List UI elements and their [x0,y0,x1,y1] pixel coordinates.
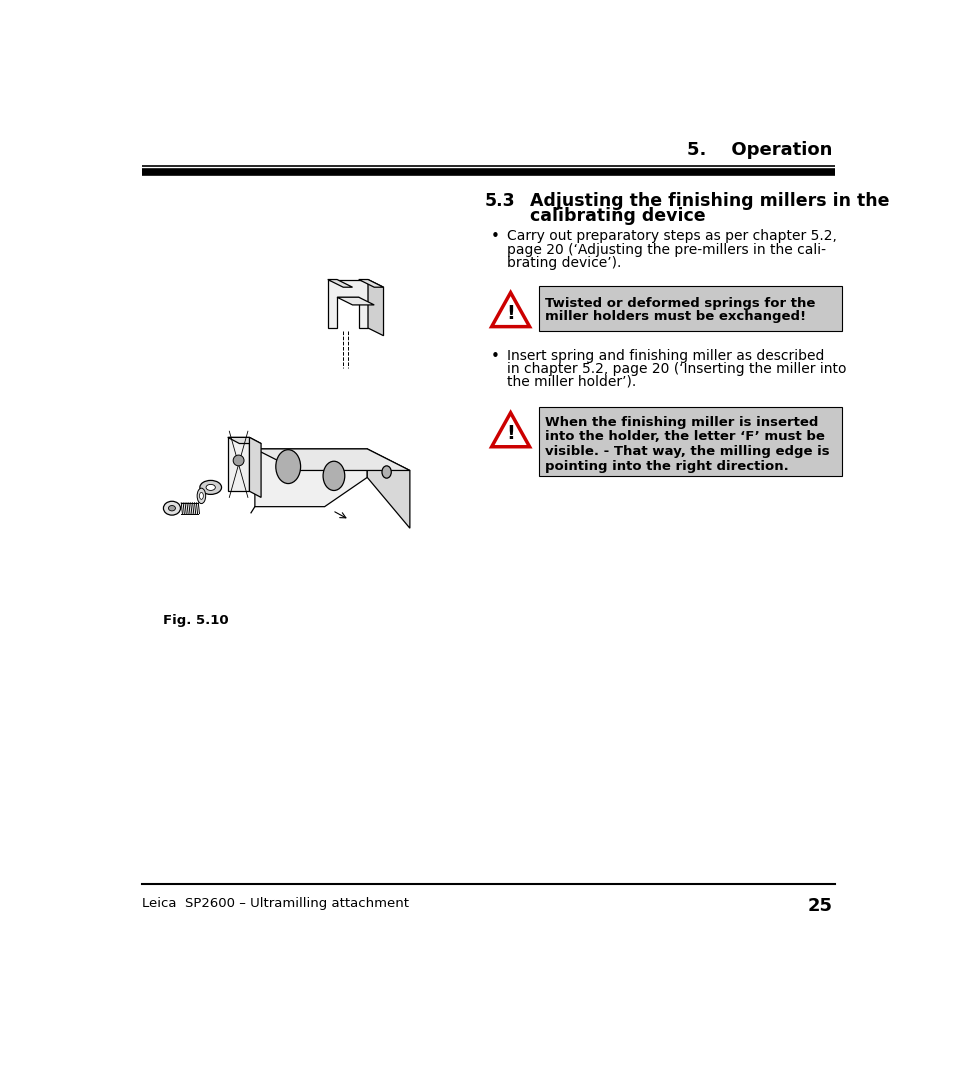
Text: !: ! [506,304,515,322]
Text: 5.    Operation: 5. Operation [686,140,831,158]
Text: visible. - That way, the milling edge is: visible. - That way, the milling edge is [545,445,829,458]
Text: miller holders must be exchanged!: miller holders must be exchanged! [545,310,806,323]
Text: 25: 25 [806,897,831,915]
Text: Adjusting the finishing millers in the: Adjusting the finishing millers in the [530,193,888,210]
Polygon shape [367,448,410,528]
Circle shape [233,455,244,466]
Polygon shape [328,279,353,287]
Text: !: ! [506,424,515,443]
Ellipse shape [381,466,391,479]
Ellipse shape [169,506,175,511]
Text: When the finishing miller is inserted: When the finishing miller is inserted [545,416,818,429]
Text: calibrating device: calibrating device [530,207,705,225]
Text: into the holder, the letter ‘F’ must be: into the holder, the letter ‘F’ must be [545,430,824,443]
FancyBboxPatch shape [538,406,841,475]
Text: the miller holder’).: the miller holder’). [506,375,636,389]
Polygon shape [254,448,367,507]
Text: Twisted or deformed springs for the: Twisted or deformed springs for the [545,298,815,310]
Polygon shape [368,279,383,335]
Polygon shape [328,279,368,328]
Ellipse shape [275,450,300,484]
FancyBboxPatch shape [538,287,841,331]
Polygon shape [336,298,374,305]
Text: Fig. 5.10: Fig. 5.10 [163,614,229,627]
Text: 5.3: 5.3 [484,193,516,210]
Text: •: • [491,349,499,363]
Ellipse shape [206,484,215,490]
Ellipse shape [323,461,344,490]
Polygon shape [491,292,529,327]
Polygon shape [228,438,261,443]
Polygon shape [249,438,261,497]
Text: pointing into the right direction.: pointing into the right direction. [545,459,788,472]
Ellipse shape [197,488,206,503]
Text: in chapter 5.2, page 20 (‘Inserting the miller into: in chapter 5.2, page 20 (‘Inserting the … [506,362,845,376]
Polygon shape [228,438,249,492]
Text: Leica  SP2600 – Ultramilling attachment: Leica SP2600 – Ultramilling attachment [142,897,409,910]
Text: Insert spring and finishing miller as described: Insert spring and finishing miller as de… [506,349,823,363]
Ellipse shape [163,501,180,515]
Ellipse shape [199,493,203,499]
Ellipse shape [199,481,221,495]
Polygon shape [491,413,529,446]
Text: brating device’).: brating device’). [506,255,620,270]
Polygon shape [254,448,410,470]
Text: •: • [491,230,499,245]
Polygon shape [358,279,383,287]
Text: page 20 (‘Adjusting the pre-millers in the cali-: page 20 (‘Adjusting the pre-millers in t… [506,243,825,257]
Text: Carry out preparatory steps as per chapter 5.2,: Carry out preparatory steps as per chapt… [506,230,836,244]
